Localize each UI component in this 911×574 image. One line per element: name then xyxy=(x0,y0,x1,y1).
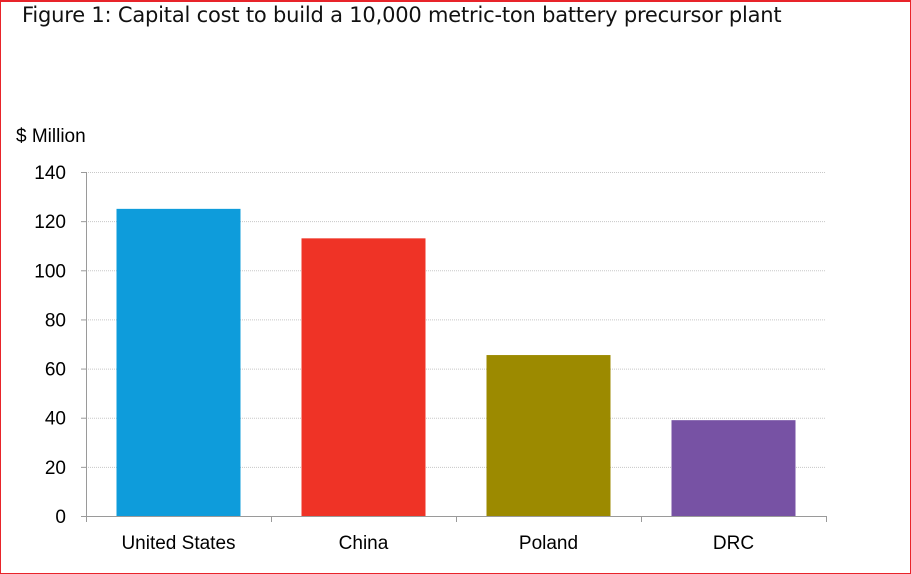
chart-title: Figure 1: Capital cost to build a 10,000… xyxy=(22,3,782,27)
y-tick-labels: 0 20 40 60 80 100 120 140 xyxy=(34,163,66,528)
frame-top-rule xyxy=(1,1,910,2)
x-tick-label: Poland xyxy=(519,533,578,554)
y-tick-label: 140 xyxy=(34,163,66,184)
y-tick-label: 20 xyxy=(45,458,66,479)
x-tick-label: United States xyxy=(121,533,235,554)
y-tick-label: 120 xyxy=(34,212,66,233)
y-tick-label: 80 xyxy=(45,310,66,331)
x-tick-labels: United States China Poland DRC xyxy=(121,533,754,554)
bar xyxy=(301,238,426,517)
bar xyxy=(116,208,241,516)
bar xyxy=(486,355,611,516)
x-tick-label: China xyxy=(339,533,389,554)
y-tick-label: 40 xyxy=(45,409,66,430)
y-tick-label: 100 xyxy=(34,261,66,282)
y-axis-label: $ Million xyxy=(16,126,86,147)
y-tick-label: 0 xyxy=(55,507,66,528)
axes xyxy=(81,172,827,522)
bar xyxy=(671,420,796,516)
bars xyxy=(116,208,796,517)
y-tick-label: 60 xyxy=(45,360,66,381)
x-tick-label: DRC xyxy=(713,533,754,554)
